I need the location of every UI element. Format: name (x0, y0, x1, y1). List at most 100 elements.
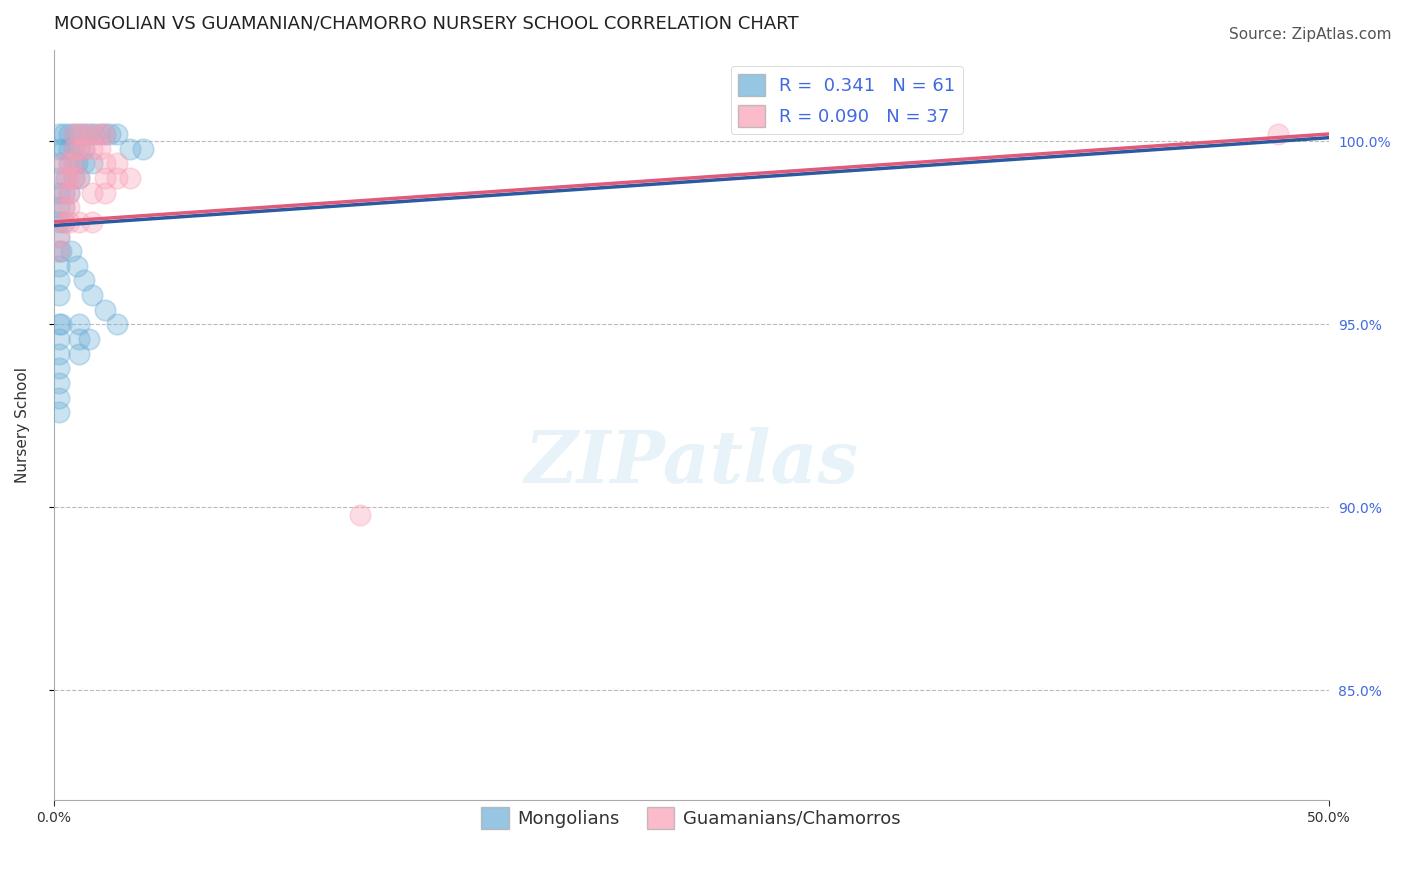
Point (73, 273, 96, 287)
Point (48, 273, 70, 287)
Point (58, 186, 80, 200)
Point (67, 318, 90, 332)
Point (89, 127, 111, 141)
Point (63, 127, 86, 141)
Point (83, 127, 105, 141)
Point (60, 244, 83, 259)
Point (120, 142, 142, 156)
Point (120, 170, 142, 185)
Point (89, 142, 111, 156)
Point (93, 186, 115, 200)
Point (1267, 127, 1289, 141)
Point (48, 142, 70, 156)
Point (67, 142, 90, 156)
Point (48, 244, 70, 259)
Point (349, 508, 371, 522)
Point (93, 127, 115, 141)
Point (52, 186, 75, 200)
Point (67, 332, 90, 346)
Point (93, 302, 115, 317)
Point (80, 156, 103, 170)
Point (48, 361, 70, 376)
Point (65, 156, 87, 170)
Text: MONGOLIAN VS GUAMANIAN/CHAMORRO NURSERY SCHOOL CORRELATION CHART: MONGOLIAN VS GUAMANIAN/CHAMORRO NURSERY … (53, 15, 799, 33)
Point (132, 142, 155, 156)
Point (52, 200, 75, 214)
Point (105, 127, 128, 141)
Point (58, 156, 80, 170)
Point (80, 288, 103, 302)
Text: ZIPatlas: ZIPatlas (524, 427, 858, 498)
Point (79, 332, 101, 346)
Point (52, 215, 75, 229)
Point (73, 127, 96, 141)
Point (48, 229, 70, 244)
Point (67, 170, 90, 185)
Point (63, 142, 86, 156)
Point (98, 127, 121, 141)
Point (48, 215, 70, 229)
Point (67, 142, 90, 156)
Point (63, 170, 86, 185)
Text: Source: ZipAtlas.com: Source: ZipAtlas.com (1229, 27, 1392, 42)
Point (52, 142, 75, 156)
Point (58, 170, 80, 185)
Point (67, 170, 90, 185)
Point (89, 127, 111, 141)
Point (51, 156, 73, 170)
Point (73, 142, 96, 156)
Point (48, 244, 70, 259)
Point (80, 127, 103, 141)
Point (105, 318, 128, 332)
Point (48, 229, 70, 244)
Point (93, 170, 115, 185)
Point (48, 170, 70, 185)
Point (52, 186, 75, 200)
Point (73, 142, 96, 156)
Point (105, 170, 128, 185)
Point (105, 156, 128, 170)
Point (67, 127, 90, 141)
Point (51, 318, 73, 332)
Point (48, 259, 70, 273)
Point (58, 215, 80, 229)
Point (48, 186, 70, 200)
Y-axis label: Nursery School: Nursery School (15, 367, 30, 483)
Point (67, 215, 90, 229)
Point (48, 200, 70, 214)
Point (80, 142, 103, 156)
Point (73, 127, 96, 141)
Point (58, 200, 80, 214)
Point (58, 186, 80, 200)
Point (52, 156, 75, 170)
Point (51, 244, 73, 259)
Point (67, 127, 90, 141)
Point (48, 127, 70, 141)
Legend: Mongolians, Guamanians/Chamorros: Mongolians, Guamanians/Chamorros (474, 800, 908, 836)
Point (63, 142, 86, 156)
Point (48, 391, 70, 405)
Point (48, 346, 70, 360)
Point (67, 346, 90, 360)
Point (58, 156, 80, 170)
Point (58, 142, 80, 156)
Point (48, 332, 70, 346)
Point (63, 156, 86, 170)
Point (80, 186, 103, 200)
Point (48, 318, 70, 332)
Point (63, 170, 86, 185)
Point (80, 215, 103, 229)
Point (79, 127, 101, 141)
Point (93, 127, 115, 141)
Point (58, 127, 80, 141)
Point (63, 127, 86, 141)
Point (52, 170, 75, 185)
Point (63, 156, 86, 170)
Point (52, 127, 75, 141)
Point (52, 200, 75, 214)
Point (48, 405, 70, 419)
Point (48, 288, 70, 302)
Point (93, 156, 115, 170)
Point (65, 259, 87, 273)
Point (48, 376, 70, 390)
